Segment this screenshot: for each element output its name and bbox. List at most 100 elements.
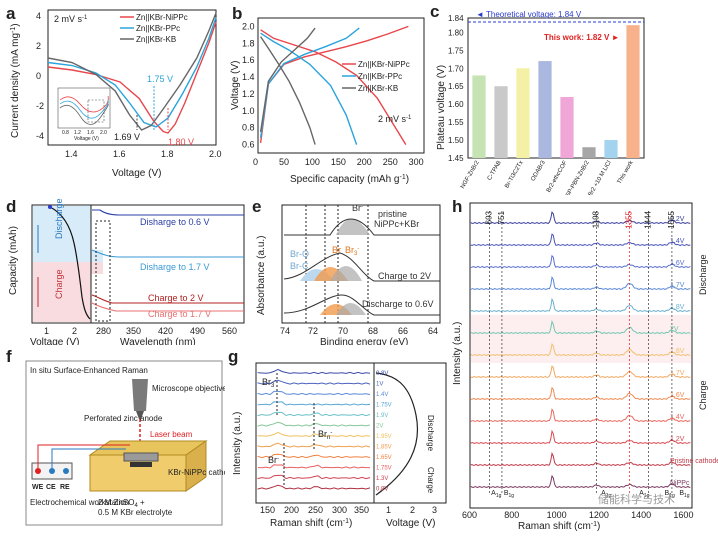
tick-h-x: 1000 (547, 510, 567, 520)
tick-g: 350 (354, 505, 369, 515)
we-wire (37, 444, 130, 468)
tick-g: 150 (260, 505, 275, 515)
label-br-c: Br-C (290, 261, 309, 271)
mode-label-h: A1g (491, 490, 501, 499)
curve-label-h: NiPPc (670, 480, 690, 487)
tick-c-y: 1.55 (448, 118, 464, 127)
chart-g-series (257, 368, 371, 490)
inset-tick: 1.6 (87, 130, 94, 136)
spectrum-discharge (283, 294, 440, 316)
diagram-f: In situ Surface-Enhanced Raman Microscop… (25, 360, 237, 526)
voltage-label-g: 1.3V (376, 476, 388, 482)
bar-c (582, 147, 596, 158)
label-br3: Br3- (345, 245, 359, 257)
label-br-a: Br (332, 245, 341, 255)
tick-b-x: 100 (305, 157, 320, 167)
cathode-plate (130, 462, 152, 467)
peak-label-h: 1444 (643, 210, 652, 228)
spectrum-h (470, 275, 691, 291)
tick-h-x: 600 (462, 510, 477, 520)
perforated-label: Perforated zinc anode (84, 414, 163, 423)
curve-label-d: Disharge to 0.6 V (140, 217, 210, 227)
species-br: Br- (268, 455, 279, 465)
curve-label-h: 1.7V (670, 370, 685, 377)
axis-ticks-b: 0 50 100 150 200 250 300 2.0 1.8 1.6 1.4 1.2 1.0 0.8 0… (242, 21, 424, 167)
spectrum-g (257, 474, 371, 480)
xlabel-g-right: Voltage (V) (386, 518, 435, 529)
panel-c: c ◄ Theoretical voltage: 1.84 V This wor… (428, 0, 648, 222)
voltage-curve-d (49, 206, 91, 320)
spectrum-h (470, 320, 691, 335)
label-br-o: Br-O (290, 249, 309, 259)
plot-frame-a (47, 9, 217, 146)
objective-tip (136, 411, 144, 419)
start-dot (48, 205, 52, 209)
laser-label: Laser beam (150, 430, 193, 439)
chart-b: Zn||KBr-NiPPc Zn||KBr-PPc Zn||KBr-KB 2 m… (230, 17, 425, 185)
species-brn: Brn- (318, 429, 332, 441)
tick-e: 66 (398, 326, 408, 336)
ylabel-g: Intensity (a.u.) (232, 412, 243, 475)
panel-label-g: g (228, 347, 239, 366)
charge-region-ext (91, 262, 103, 274)
tick-a-y: 4 (36, 11, 41, 21)
voltage-label-g: 1.95V (376, 434, 392, 440)
category-label-c: This work (617, 159, 636, 185)
peak-markers-h: 693 751 1198 1355 1444 1555 (485, 210, 676, 495)
legend-a: Zn||KBr-NiPPc Zn||KBr-PPc Zn||KBr-KB (120, 13, 188, 44)
bar-c (538, 61, 552, 159)
tick-c-y: 1.84 (448, 14, 464, 23)
inset-tick: 2.0 (100, 130, 107, 136)
mode-label-h: A1g (601, 490, 611, 499)
electrolyte-1: 2 M ZnSO4 + (98, 498, 145, 509)
chart-e: Br- pristine NiPPc+KBr Br-O Br-C Br Br3-… (256, 203, 441, 348)
tick-g: 250 (308, 505, 323, 515)
panel-label-c: c (430, 2, 440, 21)
spectrum-g (257, 421, 371, 427)
category-label-c: SP-PBN-ZnBr2 (565, 159, 591, 195)
voltage-label-g: 0.8V (376, 371, 388, 377)
panel-g: g Br3- Brn- Br- Discharge Charge 0.8V 1V 1… (226, 345, 448, 530)
panel-label-b: b (232, 4, 243, 23)
inset-curve-kb (59, 103, 109, 125)
voltage-label-g: 1.75V (376, 466, 392, 472)
ylabel-b: Voltage (V) (230, 61, 241, 110)
tick-g: 1 (386, 505, 391, 515)
tick-e: 64 (428, 326, 438, 336)
panel-label-h: h (452, 197, 463, 216)
tick-b-x: 150 (331, 157, 346, 167)
curve-label-d: Charge to 2 V (148, 293, 204, 303)
tick-b-x: 0 (253, 157, 258, 167)
chart-d: Discharge Charge Disharge to 0.6 V Disha… (8, 198, 245, 348)
xlabel-d-right: Wavelength (nm) (120, 337, 196, 345)
inset-tick: 1.2 (74, 130, 81, 136)
tick-d: 560 (222, 326, 237, 336)
plot-frame-e (281, 204, 441, 324)
workstation-label: Electrochemical workstation (30, 498, 129, 507)
discharge-label-h: Discharge (698, 254, 708, 295)
microscope-icon (132, 379, 148, 411)
tick-b-y: 1.6 (242, 55, 255, 65)
chart-h-series: 1.2V 1.4V 1.6V 1.7V 1.8V 2V 1.8V 1.7V 1.6V 1.4V 1.… (470, 211, 718, 489)
zinc-anode (123, 452, 159, 462)
spectrum-h (470, 297, 691, 313)
this-work-label: This work: 1.82 V ► (544, 33, 620, 42)
tick-d: 280 (96, 326, 111, 336)
charge-label-h: Charge (698, 380, 708, 410)
spectrum-g (257, 368, 371, 375)
spectrum-h (470, 233, 691, 247)
tick-c-y: 1.45 (448, 154, 464, 163)
tick-a-y: 0 (36, 71, 41, 81)
discharge-region (33, 206, 91, 262)
spectrum-d-06 (92, 209, 244, 216)
inset-tick: 0.8 (62, 130, 69, 136)
discharge-label-g: Discharge (426, 415, 435, 452)
ylabel-h: Intensity (a.u.) (452, 322, 463, 385)
series-line-b (260, 36, 316, 145)
tick-d: 2 (72, 326, 77, 336)
panel-a: a 0.8 1.2 1.6 2.0 Voltage (V) 2 mV s-1 Z… (0, 0, 230, 195)
axis-ticks-c: 1.84 1.80 1.75 1.70 1.65 1.60 1.55 1.50 1.45 (448, 14, 464, 163)
tick-c-y: 1.65 (448, 82, 464, 91)
bar-c (516, 68, 530, 158)
voltage-label-g: 1.75V (376, 403, 392, 409)
